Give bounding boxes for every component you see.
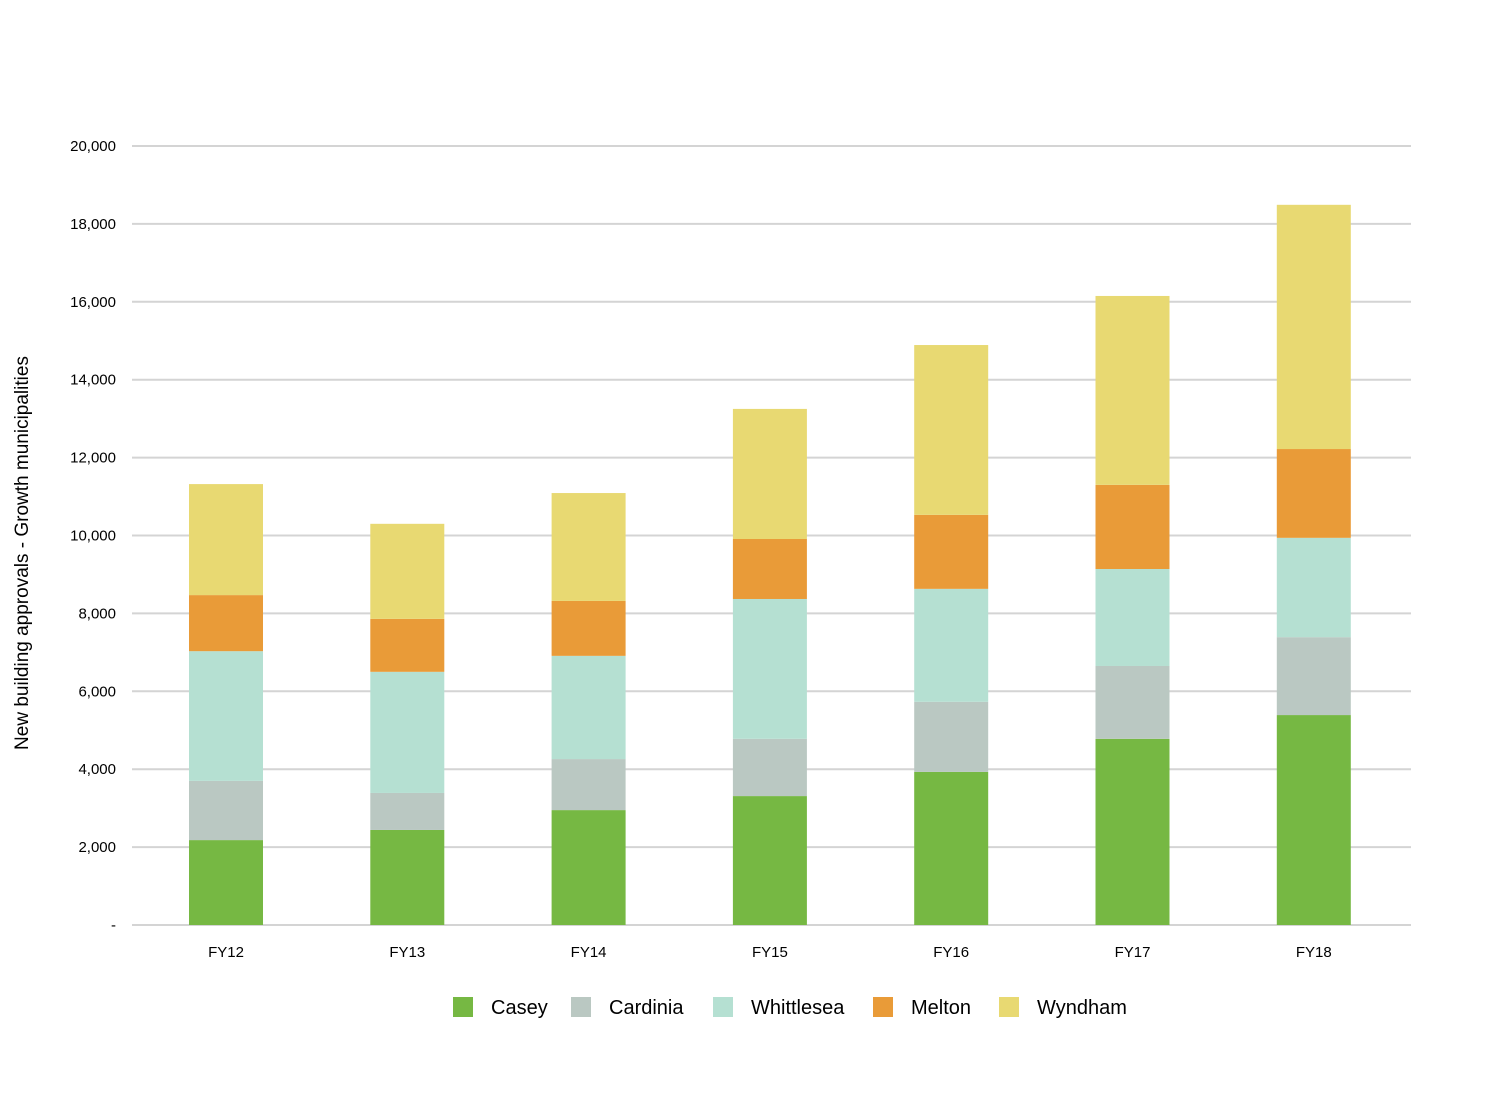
legend-label: Casey <box>491 997 548 1019</box>
y-tick-label: 2,000 <box>78 839 116 856</box>
bar-wyndham-fy15 <box>732 408 807 540</box>
legend-item-whittlesea: Whittlesea <box>713 997 845 1019</box>
y-axis-ticks: - 2,000 4,000 6,000 8,000 10,000 12,000 14,000 1… <box>70 138 116 934</box>
bars <box>189 204 1351 925</box>
bar-melton-fy12 <box>189 595 263 652</box>
x-tick-label: FY14 <box>571 944 607 961</box>
bar-whittlesea-fy17 <box>1095 568 1170 666</box>
legend-swatch <box>713 997 733 1017</box>
bar-cardinia-fy16 <box>914 701 989 772</box>
bar-melton-fy18 <box>1276 449 1351 538</box>
bar-wyndham-fy14 <box>551 493 626 601</box>
bar-casey-fy12 <box>189 840 263 925</box>
bar-casey-fy13 <box>370 829 445 925</box>
legend-swatch <box>999 997 1019 1017</box>
bar-whittlesea-fy13 <box>370 671 445 793</box>
x-tick-label: FY13 <box>389 944 425 961</box>
bar-cardinia-fy12 <box>189 780 263 841</box>
bar-whittlesea-fy16 <box>914 588 989 702</box>
y-tick-label: 14,000 <box>70 372 116 389</box>
y-tick-label: - <box>111 917 116 934</box>
bar-wyndham-fy12 <box>189 484 263 596</box>
bar-whittlesea-fy15 <box>732 598 807 739</box>
bar-melton-fy13 <box>370 618 445 672</box>
x-tick-label: FY17 <box>1115 944 1151 961</box>
bar-melton-fy16 <box>914 514 989 589</box>
y-tick-label: 6,000 <box>78 683 116 700</box>
bar-whittlesea-fy18 <box>1276 537 1351 638</box>
bar-casey-fy14 <box>551 810 626 925</box>
legend-label: Wyndham <box>1037 997 1127 1019</box>
y-tick-label: 16,000 <box>70 294 116 311</box>
y-tick-label: 20,000 <box>70 138 116 155</box>
bar-wyndham-fy18 <box>1276 204 1351 450</box>
legend-label: Cardinia <box>609 997 684 1019</box>
x-tick-label: FY12 <box>208 944 244 961</box>
legend: Casey Cardinia Whittlesea Melton Wyndham <box>453 997 1127 1019</box>
y-tick-label: 8,000 <box>78 605 116 622</box>
bar-cardinia-fy13 <box>370 792 445 830</box>
legend-swatch <box>453 997 473 1017</box>
bar-cardinia-fy17 <box>1095 665 1170 739</box>
bar-cardinia-fy15 <box>732 738 807 797</box>
bar-wyndham-fy17 <box>1095 295 1170 485</box>
bar-wyndham-fy13 <box>370 523 445 619</box>
bar-casey-fy15 <box>732 796 807 925</box>
legend-item-casey: Casey <box>453 997 548 1019</box>
bar-casey-fy17 <box>1095 738 1170 925</box>
bar-cardinia-fy14 <box>551 759 626 811</box>
x-tick-label: FY15 <box>752 944 788 961</box>
bar-wyndham-fy16 <box>914 345 989 515</box>
legend-swatch <box>873 997 893 1017</box>
y-tick-label: 12,000 <box>70 450 116 467</box>
bar-casey-fy16 <box>914 771 989 925</box>
legend-swatch <box>571 997 591 1017</box>
y-tick-label: 4,000 <box>78 761 116 778</box>
bar-whittlesea-fy12 <box>189 651 263 781</box>
x-axis-ticks: FY12 FY13 FY14 FY15 FY16 FY17 FY18 <box>208 944 1332 961</box>
x-tick-label: FY16 <box>933 944 969 961</box>
legend-item-cardinia: Cardinia <box>571 997 684 1019</box>
y-axis-title: New building approvals - Growth municipa… <box>12 356 33 750</box>
bar-melton-fy15 <box>732 539 807 599</box>
legend-item-wyndham: Wyndham <box>999 997 1127 1019</box>
y-tick-label: 10,000 <box>70 528 116 545</box>
legend-item-melton: Melton <box>873 997 971 1019</box>
bar-cardinia-fy18 <box>1276 637 1351 716</box>
bar-casey-fy18 <box>1276 715 1351 925</box>
legend-label: Whittlesea <box>751 997 845 1019</box>
bar-melton-fy14 <box>551 600 626 656</box>
x-tick-label: FY18 <box>1296 944 1332 961</box>
bar-melton-fy17 <box>1095 484 1170 569</box>
y-tick-label: 18,000 <box>70 216 116 233</box>
legend-label: Melton <box>911 997 971 1019</box>
bar-whittlesea-fy14 <box>551 655 626 760</box>
